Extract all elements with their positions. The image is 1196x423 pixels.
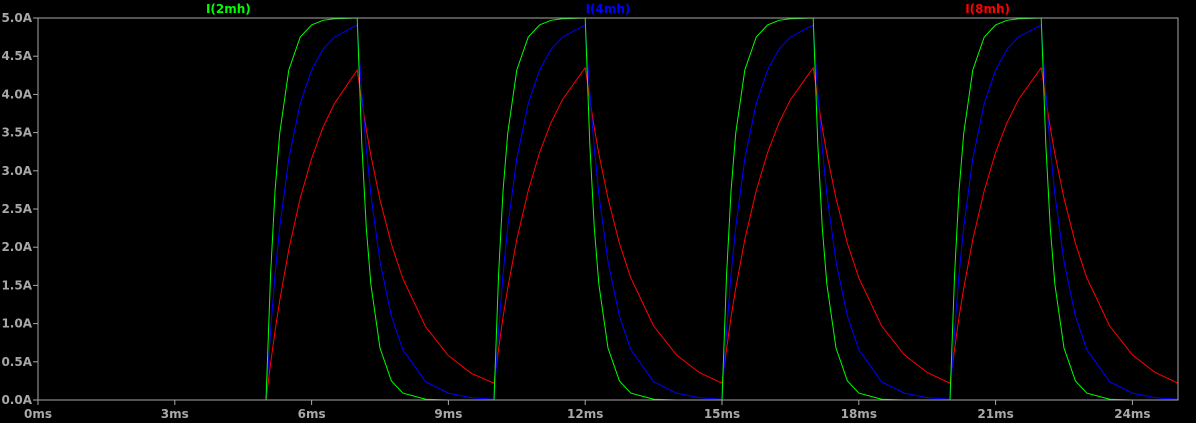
- plot-frame: [37, 17, 1179, 401]
- y-tick-label: 3.0A: [1, 164, 32, 178]
- x-tick-label: 21ms: [977, 407, 1013, 421]
- x-tick-label: 6ms: [298, 407, 326, 421]
- legend-label-1[interactable]: I(4mh): [586, 2, 631, 16]
- series-line-1: [38, 24, 1179, 401]
- x-tick-label: 9ms: [434, 407, 462, 421]
- y-tick-label: 4.0A: [1, 87, 32, 101]
- x-tick-label: 12ms: [567, 407, 603, 421]
- y-tick-label: 5.0A: [1, 11, 32, 25]
- y-tick-label: 1.5A: [1, 278, 32, 292]
- y-tick-label: 2.5A: [1, 202, 32, 216]
- y-tick-label: 3.5A: [1, 126, 32, 140]
- y-tick-label: 2.0A: [1, 240, 32, 254]
- axes: 0.0A 0.5A 1.0A 1.5A 2.0A 2.5A 3.0A 3.5A 4.0A 4.5A…: [1, 11, 1179, 421]
- legend: I(2mh) I(4mh) I(8mh): [206, 2, 1010, 16]
- x-tick-label: 18ms: [841, 407, 877, 421]
- legend-label-0[interactable]: I(2mh): [206, 2, 251, 16]
- x-tick-label: 3ms: [161, 407, 189, 421]
- x-tick-label: 15ms: [704, 407, 740, 421]
- y-tick-label: 0.0A: [1, 393, 32, 407]
- y-tick-label: 1.0A: [1, 317, 32, 331]
- x-tick-label: 0ms: [24, 407, 52, 421]
- y-tick-label: 4.5A: [1, 49, 32, 63]
- series-line-2: [38, 66, 1179, 401]
- y-tick-label: 0.5A: [1, 355, 32, 369]
- traces: [38, 17, 1179, 401]
- legend-label-2[interactable]: I(8mh): [965, 2, 1010, 16]
- series-line-0: [38, 17, 1178, 401]
- x-tick-label: 24ms: [1114, 407, 1150, 421]
